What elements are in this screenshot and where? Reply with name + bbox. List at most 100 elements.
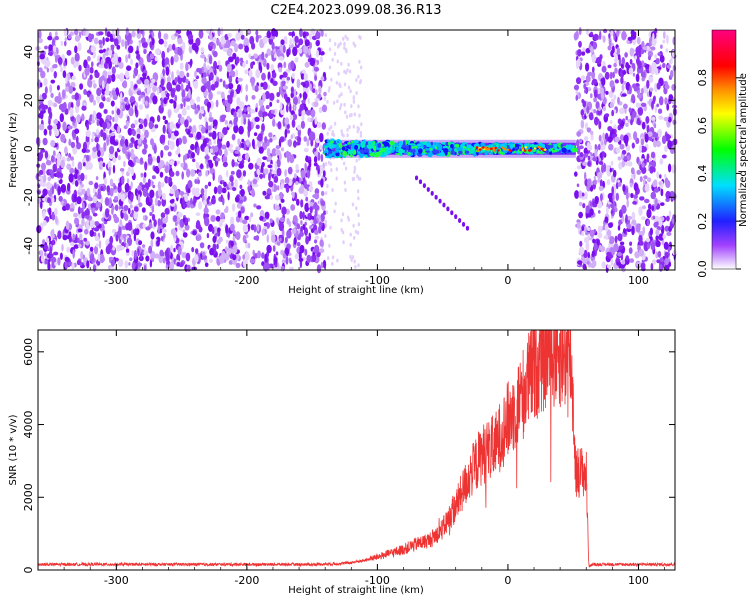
spectrogram-noise-cell <box>235 231 241 241</box>
signal-band-hotspot <box>523 149 527 152</box>
spectrogram-noise-cell <box>296 78 301 89</box>
spectrogram-noise-cell <box>322 170 326 178</box>
spectrogram-noise-cell <box>613 205 617 210</box>
spectrogram-noise-cell <box>47 261 51 271</box>
spectrogram-noise-cell <box>646 79 650 89</box>
spectrogram-noise-cell <box>192 158 196 163</box>
spectrogram-noise-cell <box>39 250 44 257</box>
spectrogram-noise-cell <box>98 240 102 249</box>
spectrogram-noise-cell <box>277 185 280 191</box>
spectrogram-noise-cell <box>200 47 205 54</box>
spectrogram-noise-cell <box>181 171 184 180</box>
spectrogram-noise-cell <box>656 82 661 90</box>
signal-band-cell <box>426 142 431 148</box>
spectrogram-noise-cell <box>105 56 111 64</box>
spectrogram-noise-cell <box>664 258 669 266</box>
spectrogram-noise-cell <box>234 43 239 53</box>
spectrogram-noise-cell <box>68 138 72 146</box>
spectrogram-noise-cell <box>650 151 656 159</box>
spectrogram-noise-cell <box>92 264 97 272</box>
spectrogram-noise-cell <box>630 167 635 175</box>
signal-tail-cell <box>442 202 446 208</box>
spectrogram-noise-cell <box>668 210 672 218</box>
spectrogram-noise-cell <box>586 105 590 114</box>
signal-band-cell <box>407 140 410 145</box>
spectrogram-noise-cell <box>250 212 254 218</box>
spectrogram-noise-cell <box>102 133 107 141</box>
spectrogram-noise-cell <box>596 172 603 179</box>
spectrogram-noise-cell <box>106 77 112 84</box>
signal-tail-cell <box>438 198 442 204</box>
spectrogram-noise-cell <box>606 180 611 185</box>
spectrogram-noise-cell <box>654 197 658 207</box>
spectrogram-noise-cell <box>594 196 599 205</box>
spectrogram-noise-cell <box>586 261 590 265</box>
spectrogram-noise-cell <box>307 97 310 105</box>
spectrogram-noise-cell <box>276 48 281 57</box>
spectrogram-noise-cell <box>147 156 153 165</box>
signal-tail-cell <box>418 179 423 185</box>
spectrogram-noise-cell <box>160 182 165 188</box>
spectrogram-noise-cell <box>320 213 325 221</box>
spectrogram-noise-cell <box>344 166 348 171</box>
spectrogram-noise-cell <box>187 180 193 189</box>
spectrogram-noise-cell <box>626 198 629 208</box>
signal-band-cell <box>387 147 390 151</box>
spectrogram-noise-cell <box>190 169 196 177</box>
spectrogram-noise-cell <box>128 45 134 54</box>
signal-band-hotspot <box>475 146 479 149</box>
spectrogram-noise-cell <box>89 219 95 229</box>
spectrogram-noise-cell <box>229 90 234 98</box>
spectrogram-noise-cell <box>638 249 645 257</box>
spectrogram-noise-cell <box>225 205 229 213</box>
spectrogram-noise-cell <box>45 60 51 68</box>
spectrogram-noise-cell <box>104 51 110 56</box>
spectrogram-noise-cell <box>333 51 337 56</box>
spectrogram-noise-cell <box>57 230 62 240</box>
spectrogram-noise-cell <box>614 235 618 244</box>
spectrogram-noise-cell <box>349 89 352 94</box>
spectrogram-noise-cell <box>245 94 248 102</box>
spectrogram-noise-cell <box>289 38 293 46</box>
spectrogram-noise-cell <box>107 160 112 170</box>
spectrogram-noise-cell <box>598 210 601 214</box>
spectrogram-noise-cell <box>250 61 254 69</box>
spectrogram-noise-cell <box>87 55 91 62</box>
signal-tail-cell <box>422 183 426 189</box>
spectrogram-noise-cell <box>111 110 115 115</box>
spectrogram-noise-cell <box>355 78 358 83</box>
spectrogram-noise-cell <box>182 232 188 238</box>
spectrogram-noise-cell <box>312 251 316 256</box>
spectrogram-noise-cell <box>657 128 662 138</box>
spectrogram-noise-cell <box>53 102 58 108</box>
spectrogram-noise-cell <box>131 227 134 236</box>
spectrogram-noise-cell <box>94 136 99 143</box>
spectrogram-noise-cell <box>297 48 303 54</box>
spectrogram-noise-cell <box>648 156 652 162</box>
spectrogram-noise-cell <box>578 201 583 207</box>
spectrogram-noise-cell <box>300 220 303 225</box>
spectrogram-noise-cell <box>42 220 47 226</box>
spectrogram-noise-cell <box>237 156 243 162</box>
spectrogram-noise-cell <box>293 173 297 179</box>
spectrogram-noise-cell <box>671 50 675 58</box>
signal-band-cell <box>378 150 382 153</box>
spectrogram-noise-cell <box>652 160 656 168</box>
spectrogram-noise-cell <box>274 263 278 268</box>
spectrogram-noise-cell <box>116 108 121 116</box>
spectrogram-noise-cell <box>643 175 648 180</box>
spectrogram-noise-cell <box>102 162 106 168</box>
spectrogram-noise-cell <box>209 258 213 263</box>
spectrogram-noise-cell <box>58 154 61 163</box>
spectrogram-noise-cell <box>607 126 613 132</box>
spectrogram-noise-cell <box>123 211 127 219</box>
signal-band-cell <box>552 149 558 153</box>
spectrogram-noise-cell <box>135 228 140 236</box>
spectrogram-noise-cell <box>655 240 661 248</box>
spectrogram-noise-cell <box>122 80 128 89</box>
spectrogram-noise-cell <box>593 179 598 185</box>
spectrogram-noise-cell <box>119 219 123 226</box>
spectrogram-noise-cell <box>254 116 260 123</box>
spectrogram-noise-cell <box>302 31 307 39</box>
